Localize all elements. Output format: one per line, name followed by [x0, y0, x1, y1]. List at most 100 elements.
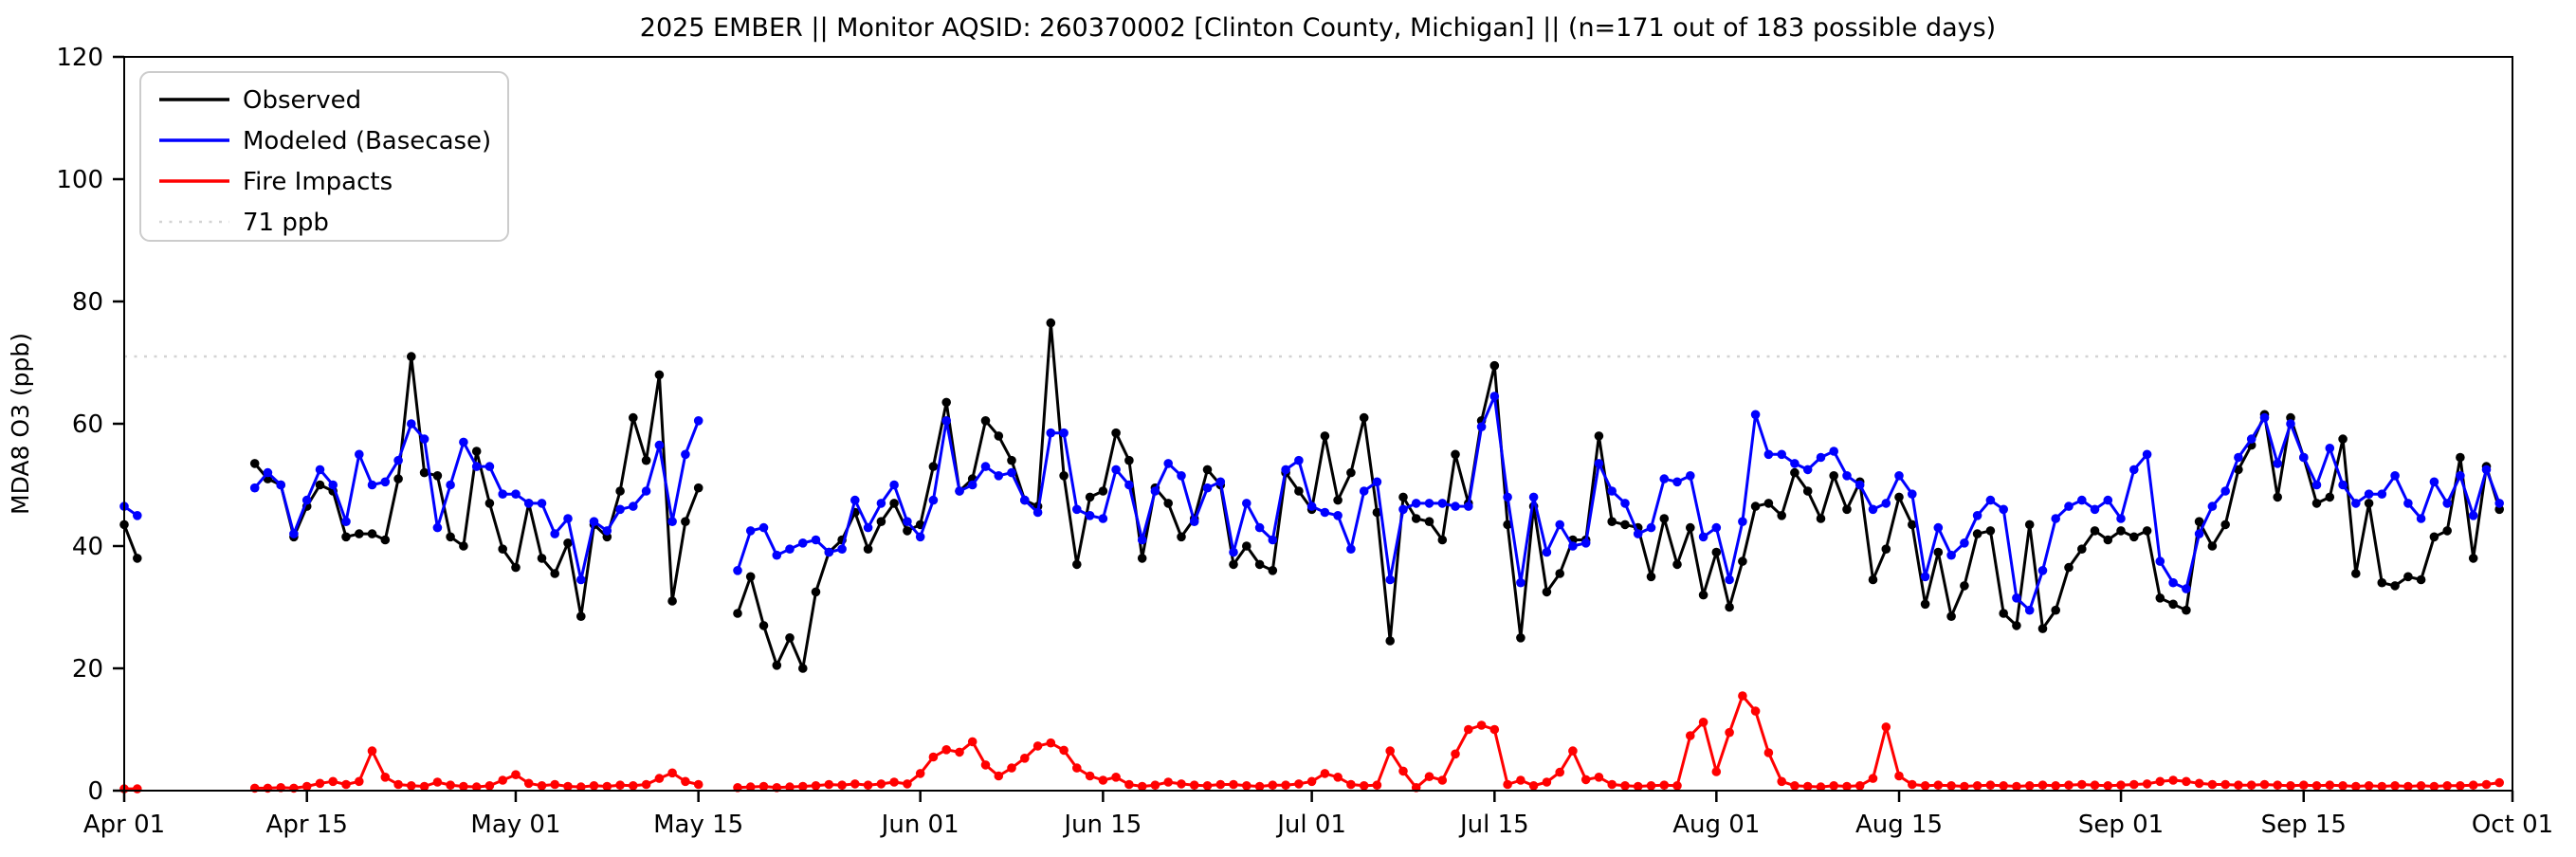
- observed-point: [2116, 526, 2126, 536]
- observed-point: [2468, 554, 2478, 563]
- fire-impacts-point: [2351, 781, 2361, 792]
- observed-point: [1254, 559, 1265, 570]
- observed-point: [811, 587, 821, 597]
- observed-point: [446, 532, 455, 542]
- observed-point: [1777, 511, 1786, 520]
- observed-point: [1960, 581, 1969, 591]
- fire-impacts-point: [1137, 781, 1147, 792]
- modeled-basecase-point: [1816, 452, 1826, 463]
- fire-impacts-point: [1476, 720, 1487, 730]
- observed-point: [459, 541, 468, 551]
- fire-impacts-point: [1464, 724, 1473, 735]
- modeled-basecase-point: [2338, 480, 2348, 490]
- modeled-basecase-point: [2168, 577, 2178, 588]
- fire-impacts-point: [1437, 775, 1448, 785]
- modeled-basecase-point: [1933, 522, 1944, 533]
- modeled-basecase-point: [1372, 477, 1382, 487]
- fire-impacts-point: [355, 776, 364, 787]
- observed-point: [1946, 611, 1956, 621]
- observed-point: [1411, 514, 1421, 523]
- modeled-basecase-point: [419, 434, 429, 444]
- x-tick-label: Jul 15: [1458, 811, 1529, 839]
- observed-point: [1659, 514, 1670, 523]
- observed-point: [798, 664, 808, 673]
- fire-impacts-point: [2051, 781, 2060, 791]
- modeled-basecase-point: [772, 550, 782, 560]
- modeled-basecase-point: [980, 462, 991, 471]
- observed-point: [1698, 590, 1708, 600]
- fire-impacts-point: [432, 777, 443, 787]
- observed-point: [1516, 633, 1526, 643]
- modeled-basecase-point: [1750, 410, 1761, 420]
- fire-impacts-point: [2168, 775, 2178, 785]
- modeled-basecase-point: [1842, 471, 1852, 481]
- observed-point: [2311, 499, 2322, 508]
- fire-impacts-line: [122, 694, 2501, 791]
- observed-point: [1686, 522, 1695, 533]
- fire-impacts-point: [1242, 781, 1251, 791]
- fire-impacts-point: [1281, 780, 1290, 790]
- observed-point: [1881, 544, 1891, 554]
- modeled-basecase-point: [1777, 449, 1786, 460]
- modeled-basecase-point: [850, 495, 860, 505]
- observed-point: [1451, 449, 1460, 460]
- fire-impacts-point: [446, 780, 455, 790]
- modeled-basecase-point: [1607, 486, 1617, 496]
- modeled-basecase-point: [758, 522, 769, 533]
- modeled-basecase-point: [1215, 477, 1226, 487]
- modeled-basecase-point: [1268, 535, 1278, 545]
- fire-impacts-point: [2481, 779, 2492, 790]
- observed-point: [745, 572, 756, 582]
- chart-title: 2025 EMBER || Monitor AQSID: 260370002 […: [640, 13, 1996, 43]
- fire-impacts-point: [955, 747, 964, 757]
- x-axis: Apr 01 Apr 15 May 01 May 15 Jun 01 Jun 15 Jul …: [83, 791, 2553, 839]
- modeled-basecase-point: [1503, 492, 1512, 502]
- observed-point: [1059, 471, 1069, 481]
- fire-impacts-point: [681, 776, 690, 787]
- fire-impacts-point: [1254, 781, 1265, 792]
- modeled-basecase-point: [602, 526, 612, 536]
- fire-impacts-point: [1398, 766, 1408, 776]
- fire-impacts-point: [2325, 780, 2335, 790]
- modeled-basecase-point: [693, 416, 703, 426]
- observed-point: [2129, 532, 2139, 542]
- modeled-basecase-point: [2246, 434, 2256, 444]
- modeled-basecase-point: [2325, 444, 2335, 453]
- modeled-basecase-point: [2456, 471, 2465, 481]
- observed-point: [563, 538, 573, 548]
- observed-point: [2377, 577, 2387, 588]
- fire-impacts-point: [1124, 779, 1134, 790]
- modeled-basecase-point: [941, 416, 951, 426]
- modeled-basecase-point: [876, 499, 886, 508]
- observed-point: [1672, 559, 1682, 570]
- observed-point: [2155, 593, 2165, 603]
- modeled-basecase-point: [380, 477, 391, 487]
- fire-impacts-point: [1424, 772, 1434, 781]
- observed-point: [1620, 520, 1630, 530]
- fire-impacts-point: [1306, 776, 1317, 787]
- observed-point: [615, 486, 625, 496]
- modeled-basecase-point: [1177, 471, 1186, 481]
- observed-point: [1999, 609, 2008, 618]
- observed-point: [1242, 541, 1251, 551]
- fire-impacts-point: [1972, 781, 1982, 791]
- observed-point: [1594, 431, 1604, 441]
- modeled-basecase-point: [863, 522, 873, 533]
- modeled-basecase-point: [889, 480, 899, 490]
- y-tick-label: 60: [72, 410, 103, 439]
- fire-impacts-point: [484, 781, 495, 791]
- observed-point: [511, 562, 521, 573]
- fire-impacts-point: [1960, 781, 1969, 792]
- fire-impacts-point: [1046, 738, 1056, 748]
- fire-impacts-point: [2456, 781, 2465, 791]
- fire-impacts-point: [811, 781, 821, 791]
- fire-impacts-point: [1150, 780, 1160, 790]
- fire-impacts-point: [419, 781, 429, 792]
- fire-impacts-point: [1163, 777, 1173, 787]
- modeled-basecase-point: [1528, 492, 1539, 502]
- modeled-basecase-point: [615, 504, 625, 515]
- fire-impacts-point: [2116, 780, 2126, 790]
- observed-point: [681, 517, 690, 526]
- fire-impacts-point: [2377, 781, 2387, 792]
- observed-point: [2182, 605, 2191, 615]
